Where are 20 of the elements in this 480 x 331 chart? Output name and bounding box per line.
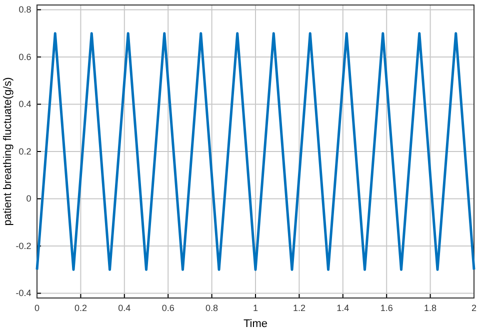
y-tick-label: 0.6 (18, 52, 32, 62)
x-tick-label: 0 (34, 302, 40, 313)
x-axis-title: Time (243, 318, 268, 330)
x-tick-label: 1.6 (380, 302, 393, 313)
x-tick-label: 0.6 (162, 302, 174, 313)
y-tick-label: 0.2 (18, 146, 32, 156)
x-tick-label: 2 (471, 302, 477, 313)
y-tick-label: -0.2 (16, 240, 32, 251)
x-tick-label: 0.8 (206, 302, 218, 313)
x-tick-label: 1 (252, 302, 258, 313)
x-tick-label: 0.2 (74, 302, 87, 313)
y-tick-label: 0 (26, 194, 32, 204)
x-tick-label: 1.8 (424, 302, 437, 313)
x-tick-label: 1.4 (336, 302, 350, 313)
y-tick-label: -0.4 (16, 288, 32, 298)
y-axis-title: patient breathing fluctuate(g/s) (2, 77, 14, 226)
x-tick-label: 1.2 (292, 302, 306, 313)
y-tick-label: 0.8 (18, 4, 32, 15)
y-tick-label: 0.4 (18, 99, 32, 110)
x-tick-label: 0.4 (118, 302, 131, 313)
